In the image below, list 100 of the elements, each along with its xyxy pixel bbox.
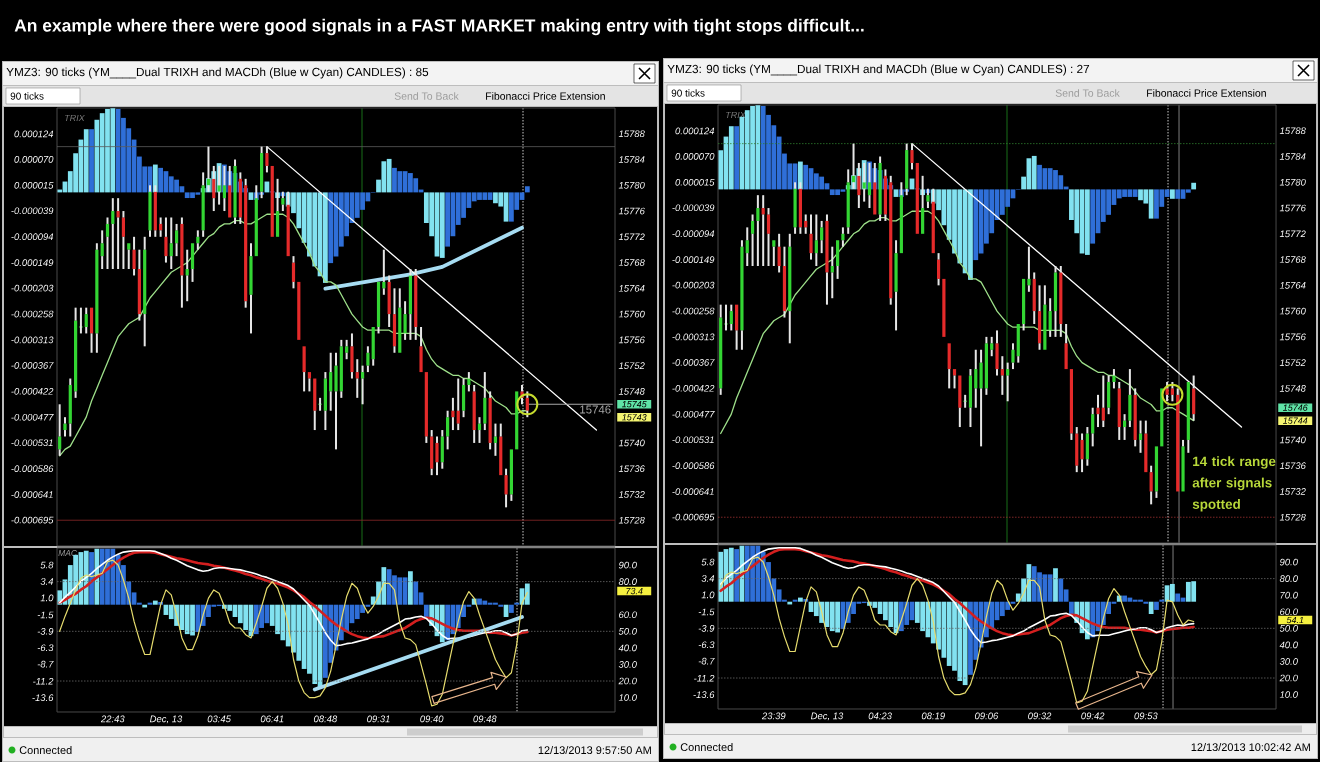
x-tick-label: 08:19 [921,712,945,720]
y2-tick-label: 0.000070 [14,156,54,163]
y-tick-label: 15732 [618,491,645,498]
y-tick-label: 1.0 [40,594,54,602]
y2-tick-label: -0.000586 [11,465,54,473]
annotation: 14 tick range after signals spotted [1192,456,1276,512]
y2-tick-label: -0.000258 [672,307,715,315]
y-tick-label: 5.8 [701,558,715,566]
y-tick-label: -6.3 [37,644,54,652]
y2-tick-label: 10.0 [1279,691,1298,698]
text: 90 ticks [10,92,44,100]
y2-tick-label: -0.000531 [11,439,53,447]
y2-tick-label: 80.0 [618,578,637,585]
x-tick-label: 03:45 [207,715,231,723]
y2-tick-label: -0.000695 [672,513,715,521]
x-tick-label: 09:32 [1028,712,1052,720]
y-tick-label: 15756 [618,336,645,344]
text: 12/13/2013 9:57:50 AM [538,745,651,755]
y2-tick-label: -0.000203 [672,281,715,289]
y-tick-label: 15748 [1279,385,1306,392]
y-tick-label: 15776 [618,207,645,215]
y2-tick-label: -0.000094 [11,233,54,241]
y-tick-label: 15752 [1279,359,1306,366]
y2-tick-label: 0.000124 [675,127,715,135]
y-tick-label: 15760 [618,310,645,318]
y-tick-label: 15756 [1279,333,1306,341]
y-tick-label: -3.9 [698,625,715,632]
text: 12/13/2013 10:02:42 AM [1191,742,1310,752]
y2-tick-label: 0.000070 [675,153,715,160]
y2-tick-label: 50.0 [1279,624,1298,632]
y2-tick-label: 60.0 [619,611,637,619]
y2-tick-label: 20.0 [1279,674,1298,682]
y2-tick-label: -0.000367 [11,362,54,369]
y-tick-label: -11.2 [33,677,54,685]
y2-tick-label: -0.000094 [672,230,715,238]
x-tick-label: 09:31 [367,715,390,723]
y2-tick-label: -0.000313 [11,336,54,344]
y-tick-label: 15736 [1279,462,1306,470]
y-tick-label: 15760 [1279,307,1306,315]
y-tick-label: -13.6 [32,694,54,701]
y2-tick-label: -0.000367 [672,359,715,366]
y-tick-label: -8.7 [698,657,715,665]
y-tick-label: 1.0 [701,591,715,599]
y2-tick-label: 40.0 [1279,641,1298,649]
y-tick-label: -1.5 [37,611,54,619]
text: 15743 [621,414,647,421]
y2-tick-label: -0.000531 [672,436,714,444]
text: Send To Back [394,92,459,100]
annotation: TRIX [65,114,85,122]
y-tick-label: 5.8 [40,561,54,569]
y-tick-label: 15772 [1279,230,1306,238]
y2-tick-label: 70.0 [1280,591,1298,599]
y2-tick-label: -0.000039 [11,207,54,215]
text: Send To Back [1055,89,1120,97]
x-tick-label: 09:06 [974,712,999,720]
y-tick-label: -6.3 [698,641,715,649]
y2-tick-label: -0.000149 [672,256,715,263]
y2-tick-label: -0.000695 [11,516,54,524]
y2-tick-label: 30.0 [1279,658,1298,665]
y-tick-label: 15736 [618,465,645,473]
y2-tick-label: 60.0 [1280,608,1298,616]
y-tick-label: 15768 [618,259,645,266]
text: 15746 [1283,404,1308,411]
y2-tick-label: -0.000313 [672,333,715,341]
y-tick-label: 15764 [618,284,645,292]
y2-tick-label: 80.0 [1279,575,1298,582]
y2-tick-label: -0.000477 [11,413,54,421]
y-tick-label: 15740 [1279,436,1306,444]
y2-tick-label: 10.0 [618,694,637,701]
x-tick-label: 04:23 [868,712,892,720]
x-tick-label: 09:42 [1081,712,1105,720]
y-tick-label: 15728 [1279,513,1306,521]
x-tick-label: 09:48 [473,715,497,723]
x-tick-label: 09:53 [1134,712,1158,720]
text: 54.1 [1286,616,1304,624]
y-tick-label: 15748 [618,388,645,395]
text: Connected [19,745,72,755]
x-tick-label: 22:43 [100,715,125,723]
y-tick-label: 3.4 [40,578,54,585]
y2-tick-label: -0.000477 [672,410,715,418]
text: 90 ticks [671,89,705,97]
y2-tick-label: 90.0 [1279,558,1298,566]
y2-tick-label: 40.0 [618,644,637,652]
y2-tick-label: 0.000124 [14,130,54,138]
y-tick-label: 15780 [1279,178,1306,186]
y-tick-label: 15764 [1279,281,1306,289]
y2-tick-label: -0.000149 [11,259,54,266]
y2-tick-label: -0.000586 [672,462,715,470]
y2-tick-label: 0.000015 [14,181,54,189]
y2-tick-label: 30.0 [618,661,637,668]
text: 73.4 [626,587,643,595]
text: Connected [680,742,733,752]
annotation: TRIX [726,111,746,119]
y2-tick-label: 20.0 [618,677,637,685]
text: Fibonacci Price Extension [1147,89,1266,97]
y-tick-label: 15776 [1279,204,1306,212]
y-tick-label: 15740 [618,439,645,447]
y-tick-label: 15732 [1279,488,1306,495]
y-tick-label: -1.5 [698,608,715,616]
y-tick-label: 15788 [1279,127,1306,135]
